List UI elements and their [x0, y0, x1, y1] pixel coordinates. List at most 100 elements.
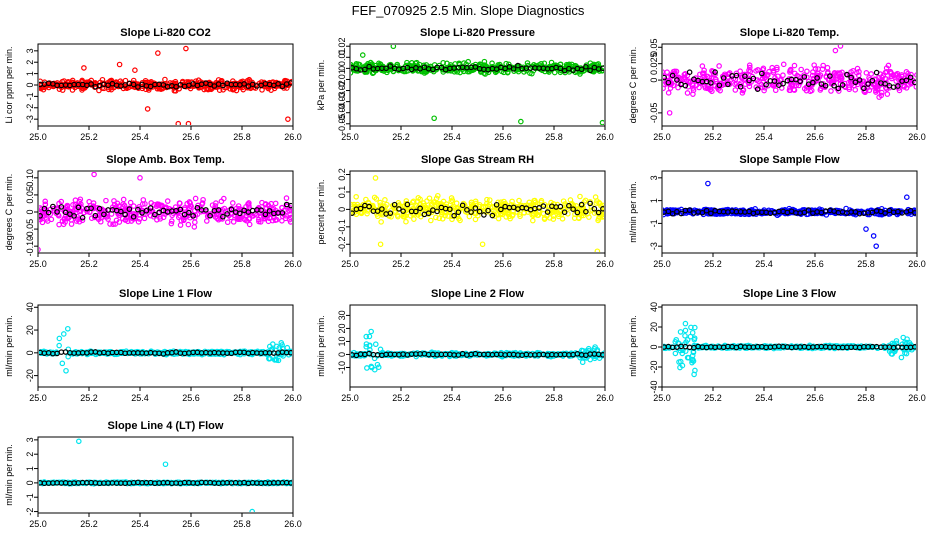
outlier-point: [600, 120, 604, 124]
y-tick-label: -0.05: [25, 219, 35, 240]
x-tick-label: 25.4: [131, 393, 149, 403]
x-tick-label: 25.6: [494, 259, 512, 269]
x-tick-label: 25.0: [653, 132, 671, 142]
points-layer: [36, 439, 294, 514]
y-tick-label: 0: [649, 78, 659, 83]
y-tick-label: 0: [337, 352, 347, 357]
x-tick-label: 25.6: [494, 132, 512, 142]
points-layer: [348, 329, 607, 372]
x-tick-label: 25.0: [29, 259, 47, 269]
outlier-point: [186, 122, 190, 126]
x-tick-label: 25.4: [131, 519, 149, 529]
data-point: [273, 201, 277, 205]
outlier-point: [391, 44, 395, 48]
y-tick-label: 40: [649, 302, 659, 312]
points-layer: [36, 327, 294, 373]
y-tick-label: 3: [25, 48, 35, 53]
data-point: [284, 196, 288, 200]
outlier-point: [519, 119, 523, 123]
data-point: [774, 88, 778, 92]
x-tick-label: 25.0: [29, 393, 47, 403]
data-point: [678, 330, 682, 334]
data-point: [349, 202, 353, 206]
chart-title: Slope Li-820 CO2: [120, 27, 210, 39]
data-point: [73, 198, 77, 202]
chart-title: Slope Line 1 Flow: [119, 288, 212, 300]
outlier-point: [361, 53, 365, 57]
data-point: [231, 220, 235, 224]
x-tick-label: 25.8: [545, 393, 563, 403]
x-tick-label: 25.6: [182, 132, 200, 142]
outlier-point: [373, 176, 377, 180]
y-tick-label: 3: [25, 437, 35, 442]
data-point: [665, 70, 669, 74]
x-tick-label: 25.8: [857, 259, 875, 269]
data-point: [825, 66, 829, 70]
outlier-point: [92, 172, 96, 176]
y-tick-label: -0.05: [649, 103, 659, 124]
outlier-point: [667, 111, 671, 115]
data-point: [348, 71, 352, 75]
data-point: [429, 218, 433, 222]
y-tick-label: 20: [25, 325, 35, 335]
mean-point: [908, 75, 912, 79]
y-axis-label: ml/min per min.: [628, 315, 638, 377]
chart-title: Slope Amb. Box Temp.: [106, 154, 225, 166]
chart-title: Slope Line 4 (LT) Flow: [108, 420, 224, 432]
data-point: [738, 69, 742, 73]
points-layer: [36, 172, 293, 252]
x-tick-label: 25.6: [806, 132, 824, 142]
outlier-point: [117, 62, 121, 66]
y-tick-label: -3: [649, 242, 659, 250]
data-point: [121, 197, 125, 201]
data-point: [57, 336, 61, 340]
y-tick-label: 20: [649, 322, 659, 332]
x-tick-label: 25.8: [545, 259, 563, 269]
data-point: [193, 220, 197, 224]
data-point: [66, 327, 70, 331]
data-point: [683, 328, 687, 332]
x-tick-label: 26.0: [596, 259, 614, 269]
x-tick-label: 25.8: [545, 132, 563, 142]
y-tick-label: 30: [337, 310, 347, 320]
data-point: [193, 196, 197, 200]
y-axis-label: percent per min.: [316, 179, 326, 244]
x-tick-label: 25.2: [704, 259, 722, 269]
y-tick-label: -3: [25, 115, 35, 123]
outlier-point: [833, 48, 837, 52]
x-tick-label: 26.0: [284, 393, 302, 403]
data-point: [62, 332, 66, 336]
outlier-point: [156, 51, 160, 55]
x-tick-label: 25.2: [80, 132, 98, 142]
y-tick-label: 1: [25, 466, 35, 471]
points-layer: [660, 181, 919, 248]
y-tick-label: 0: [25, 82, 35, 87]
y-tick-label: -0.2: [337, 237, 347, 253]
data-point: [782, 62, 786, 66]
data-point: [379, 220, 383, 224]
plot-frame: [38, 437, 293, 513]
data-point: [231, 201, 235, 205]
x-tick-label: 25.8: [857, 393, 875, 403]
x-tick-label: 25.4: [131, 259, 149, 269]
outlier-point: [176, 122, 180, 126]
x-tick-label: 25.6: [494, 393, 512, 403]
x-tick-label: 26.0: [284, 519, 302, 529]
data-point: [43, 199, 47, 203]
data-point: [205, 219, 209, 223]
outlier-point: [874, 244, 878, 248]
y-tick-label: 10: [337, 336, 347, 346]
y-tick-label: -1: [649, 219, 659, 227]
plot-frame: [350, 305, 605, 387]
y-tick-label: -2: [25, 104, 35, 112]
y-axis-label: ml/min per min.: [316, 315, 326, 377]
data-point: [186, 222, 190, 226]
y-tick-label: 0: [25, 209, 35, 214]
y-tick-label: 3: [649, 175, 659, 180]
